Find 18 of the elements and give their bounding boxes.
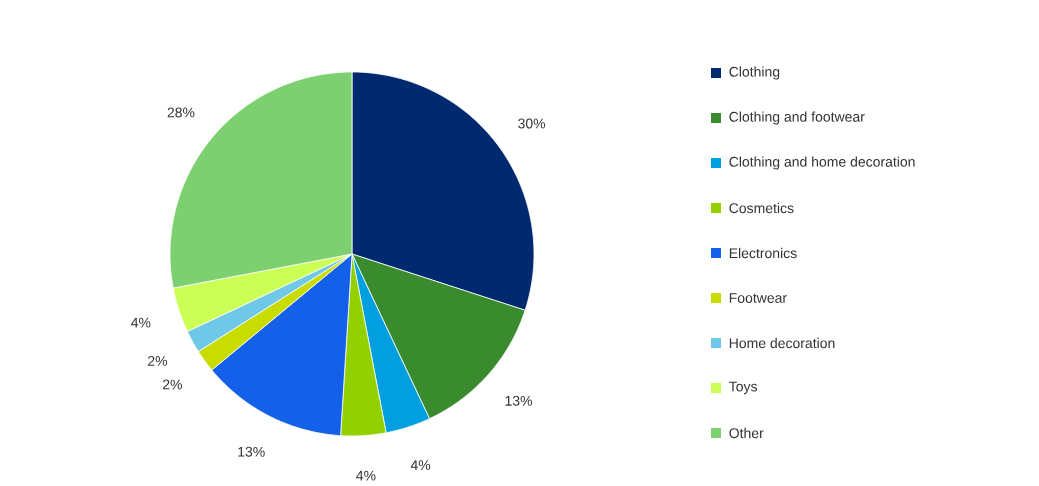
legend-label: Clothing and footwear xyxy=(729,111,865,125)
legend-label: Electronics xyxy=(729,247,797,259)
data-label: 4% xyxy=(356,470,376,481)
data-label: 4% xyxy=(410,460,431,471)
data-label: 2% xyxy=(148,356,168,366)
legend-label: Other xyxy=(729,427,764,439)
data-label: 2% xyxy=(163,379,183,390)
data-label: 13% xyxy=(505,395,533,406)
data-label: 30% xyxy=(518,118,546,129)
legend-label: Home decoration xyxy=(729,337,835,349)
legend-label: Clothing and home decoration xyxy=(729,156,915,170)
legend-label: Cosmetics xyxy=(729,202,794,214)
data-label: 4% xyxy=(131,317,151,328)
data-label: 28% xyxy=(167,107,195,118)
legend-label: Toys xyxy=(729,381,757,395)
legend-label: Clothing xyxy=(729,66,780,80)
legend-label: Footwear xyxy=(729,293,787,303)
data-label: 13% xyxy=(238,446,265,457)
